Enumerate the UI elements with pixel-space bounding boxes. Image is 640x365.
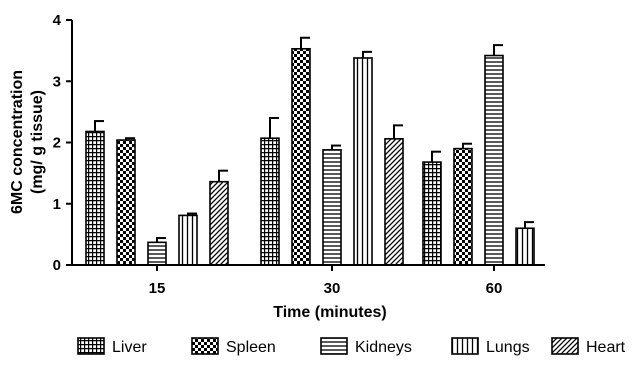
legend-label-lungs: Lungs [486,339,530,356]
plot-area [85,36,535,266]
x-axis: 15 30 60 [72,264,545,297]
legend-swatch-lungs [451,337,479,355]
legend-label-kidneys: Kidneys [355,339,412,356]
legend-label-liver: Liver [112,339,147,356]
legend: Liver Spleen Kidneys Lungs Heart [77,337,626,356]
bar-liver-15 [85,130,105,266]
bar-spleen-30 [291,47,311,266]
bar-liver-60 [422,161,442,266]
y-tick-label-0: 0 [53,257,61,274]
legend-swatch-liver [77,337,105,355]
x-tick-label-15: 15 [149,280,166,297]
legend-swatch-kidneys [320,337,348,355]
y-axis: 0 1 2 3 4 [53,12,73,274]
bar-lungs-15 [178,214,198,266]
y-tick-label-2: 2 [53,135,61,152]
bar-heart-30 [384,138,404,266]
legend-label-spleen: Spleen [226,339,276,356]
x-axis-title: Time (minutes) [273,304,387,321]
y-tick-label-3: 3 [53,73,61,90]
bar-kidneys-60 [484,54,504,266]
bar-lungs-60 [515,227,535,266]
x-tick-label-30: 30 [324,280,341,297]
bar-kidneys-30 [322,149,342,266]
bar-liver-30 [260,137,280,266]
y-tick-label-1: 1 [53,196,61,213]
y-tick-label-4: 4 [53,12,62,29]
bar-spleen-60 [453,147,473,266]
y-axis-title-line2: (mg/ g tissue) [29,90,46,194]
legend-swatch-heart [551,337,579,355]
bar-kidneys-15 [147,241,167,266]
legend-label-heart: Heart [586,339,626,356]
y-axis-title-line1: 6MC concentration [9,70,26,214]
bar-spleen-15 [116,139,136,266]
legend-swatch-spleen [191,337,219,355]
bar-heart-15 [209,180,229,266]
x-tick-label-60: 60 [486,280,503,297]
bar-lungs-30 [353,57,373,266]
